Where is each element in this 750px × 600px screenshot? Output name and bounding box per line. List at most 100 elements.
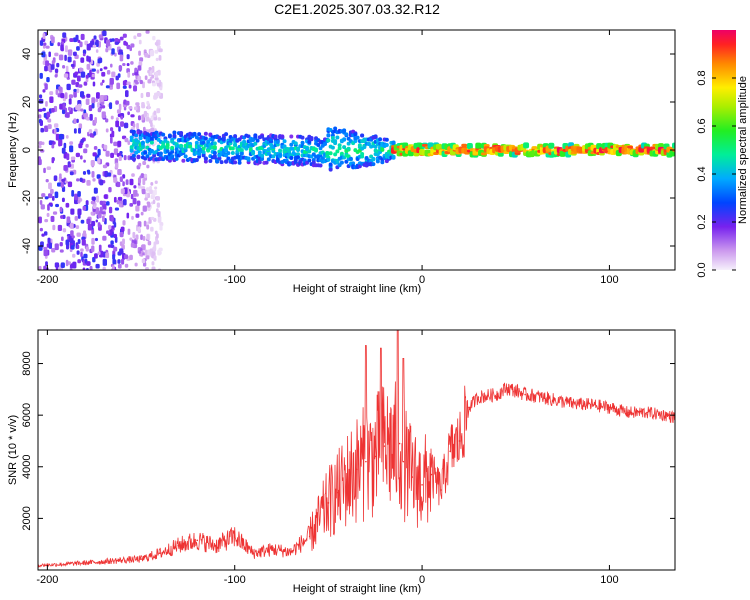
spectrogram-cell [126, 81, 131, 86]
spectrogram-cell [80, 108, 84, 112]
spectrogram-cell [118, 103, 122, 111]
spectrogram-cell [330, 135, 335, 140]
snr-data-point [196, 539, 199, 542]
spectrogram-cell [371, 157, 376, 162]
spectrogram-cell [141, 114, 145, 121]
spectrogram-cell [93, 145, 98, 150]
spectrogram-cell [145, 30, 150, 34]
spectrogram-cell [257, 160, 262, 165]
spectrogram-cell [111, 38, 115, 42]
spectrogram-cell [91, 220, 96, 227]
spectrogram-cell [126, 44, 131, 50]
spectrogram-x-tick-label: 0 [419, 274, 425, 286]
spectrogram-cell [159, 225, 163, 231]
spectrogram-cell [80, 219, 85, 224]
spectrogram-cell [64, 92, 68, 100]
spectrogram-cell [237, 160, 242, 165]
snr-data-point [486, 395, 489, 397]
spectrogram-cell [627, 145, 634, 149]
spectrogram-cell [115, 75, 119, 81]
spectrogram-cell [114, 207, 120, 211]
spectrogram-cell [101, 71, 106, 77]
spectrogram-cell [84, 40, 89, 46]
spectrogram-cell [110, 152, 114, 159]
spectrogram-cell [77, 39, 81, 43]
spectrogram-cell [131, 153, 136, 158]
spectrogram-cell [65, 65, 69, 73]
spectrogram-cell [152, 153, 157, 158]
spectrogram-cell [122, 63, 126, 67]
spectrogram-cell [123, 107, 127, 111]
spectrogram-cell [78, 84, 83, 88]
spectrogram-cell [41, 51, 46, 58]
spectrogram-cell [91, 73, 96, 78]
spectrogram-cell [138, 39, 142, 45]
spectrogram-cell [62, 64, 66, 69]
spectrogram-y-tick-label: 40 [21, 48, 33, 60]
spectrogram-cell [373, 135, 378, 140]
spectrogram-cell [90, 211, 94, 216]
spectrogram-cell [141, 188, 146, 195]
spectrogram-cell [38, 216, 42, 224]
spectrogram-cell [127, 111, 130, 116]
spectrogram-cell [197, 151, 202, 156]
spectrogram-cell [76, 88, 80, 94]
spectrogram-cell [145, 92, 151, 98]
spectrogram-cell [165, 143, 170, 148]
spectrogram-y-tick-label: -40 [21, 238, 33, 254]
spectrogram-cell [68, 234, 72, 242]
spectrogram-cell [114, 236, 118, 243]
spectrogram-cell [117, 169, 122, 176]
spectrogram-cell [192, 131, 197, 136]
spectrogram-cell [87, 223, 93, 231]
spectrogram-cell [80, 71, 86, 78]
spectrogram-cell [58, 86, 62, 92]
spectrogram-cell [108, 224, 112, 230]
spectrogram-cell [151, 266, 156, 270]
spectrogram-cell [531, 146, 538, 150]
spectrogram-cell [328, 151, 333, 156]
spectrogram-cell [136, 200, 141, 206]
spectrogram-cell [548, 142, 555, 149]
spectrogram-cell [153, 110, 157, 116]
spectrogram-cell [155, 196, 160, 201]
spectrogram-cell [47, 118, 52, 123]
spectrogram-cell [68, 163, 72, 168]
spectrogram-cell [119, 231, 124, 238]
spectrogram-cell [61, 197, 65, 203]
spectrogram-cell [109, 102, 113, 110]
spectrogram-cell [92, 152, 97, 157]
spectrogram-cell [44, 196, 49, 200]
spectrogram-cell [112, 265, 115, 270]
spectrogram-cell [289, 142, 294, 147]
spectrogram-cell [83, 148, 88, 154]
spectrogram-cell [314, 147, 319, 152]
spectrogram-cell [129, 148, 134, 153]
spectrogram-cell [181, 158, 186, 163]
spectrogram-cell [43, 167, 46, 174]
spectrogram-cell [62, 228, 67, 233]
spectrogram-cell [273, 134, 278, 139]
spectrogram-cell [391, 155, 396, 160]
spectrogram-cell [94, 253, 98, 259]
spectrogram-cell [123, 154, 127, 161]
spectrogram-cell [57, 182, 62, 187]
spectrogram-cell [230, 146, 235, 151]
spectrogram-cell [112, 254, 116, 260]
spectrogram-cell [221, 137, 226, 142]
spectrogram-cell [46, 212, 50, 217]
spectrogram-cell [53, 128, 57, 135]
spectrogram-cell [48, 202, 53, 206]
spectrogram-cell [131, 173, 135, 177]
snr-data-point [402, 460, 405, 463]
spectrogram-cell [95, 98, 99, 103]
spectrogram-cell [125, 179, 129, 185]
spectrogram-cell [50, 215, 55, 222]
spectrogram-cell [348, 156, 353, 161]
spectrogram-x-axis: -200 -100 0 100 [36, 30, 619, 286]
spectrogram-cell [153, 255, 157, 261]
spectrogram-cell [157, 210, 161, 217]
spectrogram-cell [122, 85, 127, 89]
spectrogram-cell [72, 253, 76, 258]
spectrogram-cell [226, 151, 231, 156]
